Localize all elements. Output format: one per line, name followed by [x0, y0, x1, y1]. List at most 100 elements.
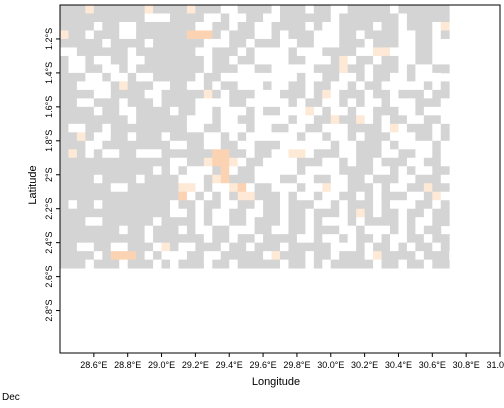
heatmap-cell: [237, 64, 247, 74]
heatmap-cell: [195, 13, 205, 23]
heatmap-cell: [254, 89, 264, 99]
heatmap-cell: [119, 123, 129, 133]
heatmap-cell: [186, 115, 196, 125]
heatmap-cell: [136, 21, 146, 31]
heatmap-cell: [330, 106, 340, 116]
heatmap-cell: [178, 217, 188, 227]
heatmap-cell: [85, 64, 95, 74]
heatmap-cell: [110, 30, 120, 40]
heatmap-cell: [339, 259, 349, 269]
heatmap-cell: [254, 200, 264, 210]
heatmap-cell: [220, 140, 230, 150]
heatmap-cell: [102, 30, 112, 40]
heatmap-cell: [390, 234, 399, 244]
heatmap-cell: [203, 183, 213, 193]
heatmap-cell: [271, 64, 281, 74]
heatmap-cell: [237, 251, 247, 261]
heatmap-cell: [127, 30, 137, 40]
heatmap-cell: [263, 30, 272, 40]
heatmap-cell: [339, 191, 349, 201]
heatmap-cell: [153, 174, 162, 184]
heatmap-cell: [263, 55, 272, 65]
heatmap-cell: [178, 106, 188, 116]
heatmap-cell: [60, 174, 69, 184]
heatmap-cell: [381, 242, 391, 252]
heatmap-cell: [170, 47, 179, 57]
heatmap-cell: [203, 234, 213, 244]
heatmap-cell: [356, 98, 366, 108]
heatmap-cell: [398, 234, 408, 244]
heatmap-cell: [76, 38, 86, 48]
heatmap-cell: [119, 30, 129, 40]
heatmap-cell: [254, 13, 264, 23]
heatmap-cell: [186, 72, 196, 82]
heatmap-cell: [390, 115, 399, 125]
heatmap-cell: [161, 106, 171, 116]
heatmap-cell: [263, 242, 272, 252]
heatmap-cell: [144, 21, 154, 31]
heatmap-cell: [144, 64, 154, 74]
heatmap-cell: [136, 149, 146, 159]
heatmap-cell: [271, 166, 281, 176]
heatmap-cell: [68, 259, 78, 269]
heatmap-cell: [356, 200, 366, 210]
heatmap-cell: [322, 225, 332, 235]
heatmap-cell: [398, 251, 408, 261]
heatmap-cell: [432, 132, 442, 142]
heatmap-cell: [110, 98, 120, 108]
heatmap-cell: [60, 200, 69, 210]
heatmap-cell: [85, 132, 95, 142]
x-tick-label: 30.8°E: [453, 360, 480, 370]
heatmap-cell: [381, 21, 391, 31]
heatmap-cell: [305, 5, 315, 14]
heatmap-cell: [432, 191, 442, 201]
heatmap-cell: [339, 174, 349, 184]
heatmap-cell: [280, 5, 289, 14]
heatmap-cell: [305, 259, 315, 269]
heatmap-cell: [127, 174, 137, 184]
heatmap-cell: [339, 132, 349, 142]
heatmap-cell: [364, 225, 374, 235]
heatmap-cell: [381, 106, 391, 116]
heatmap-cell: [203, 123, 213, 133]
heatmap-cell: [85, 72, 95, 82]
heatmap-cell: [161, 183, 171, 193]
heatmap-cell: [288, 242, 298, 252]
heatmap-cell: [373, 115, 382, 125]
heatmap-cell: [356, 166, 366, 176]
heatmap-cell: [390, 81, 399, 91]
heatmap-cell: [432, 217, 442, 227]
heatmap-cell: [406, 132, 416, 142]
heatmap-cell: [127, 89, 137, 99]
heatmap-cell: [313, 21, 323, 31]
heatmap-cell: [203, 174, 213, 184]
heatmap-cell: [280, 200, 289, 210]
heatmap-cell: [102, 55, 112, 65]
heatmap-cell: [161, 123, 171, 133]
heatmap-cell: [415, 115, 425, 125]
heatmap-cell: [440, 149, 450, 159]
heatmap-cell: [364, 47, 374, 57]
heatmap-cell: [178, 242, 188, 252]
heatmap-cell: [68, 98, 78, 108]
heatmap-cell: [68, 38, 78, 48]
heatmap-cell: [364, 242, 374, 252]
heatmap-cell: [296, 217, 306, 227]
heatmap-cell: [144, 140, 154, 150]
heatmap-cell: [60, 157, 69, 167]
heatmap-cell: [68, 115, 78, 125]
heatmap-cell: [246, 98, 256, 108]
heatmap-cell: [271, 5, 281, 14]
heatmap-cell: [322, 98, 332, 108]
y-tick-label: 2°S: [44, 167, 54, 182]
heatmap-cell: [212, 21, 222, 31]
heatmap-cell: [186, 259, 196, 269]
heatmap-cell: [212, 106, 222, 116]
heatmap-cell: [398, 47, 408, 57]
heatmap-cell: [85, 115, 95, 125]
heatmap-cell: [381, 5, 391, 14]
heatmap-cell: [322, 30, 332, 40]
heatmap-cell: [60, 234, 69, 244]
heatmap-cell: [288, 140, 298, 150]
heatmap-cell: [271, 183, 281, 193]
